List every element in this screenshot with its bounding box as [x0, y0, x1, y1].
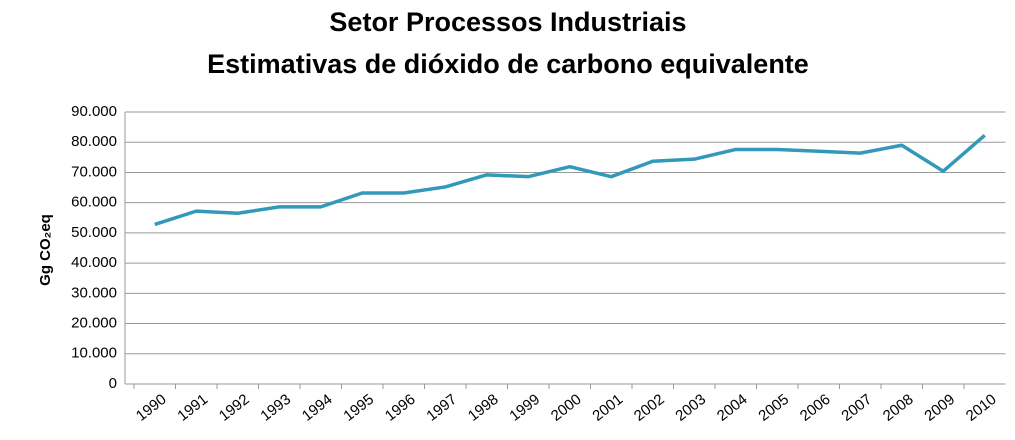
- x-tick-label: 1994: [299, 391, 336, 425]
- x-tick-label: 2001: [589, 391, 626, 425]
- x-tick-label: 1993: [257, 391, 294, 425]
- x-tick-label: 1992: [216, 391, 253, 425]
- x-tick-label: 1999: [506, 391, 543, 425]
- x-tick-label: 2005: [755, 391, 792, 425]
- y-tick-label: 50.000: [71, 224, 117, 241]
- x-tick-label: 2004: [714, 391, 751, 425]
- x-tick-label: 1998: [465, 391, 502, 425]
- chart-subtitle: Estimativas de dióxido de carbono equiva…: [207, 49, 809, 79]
- y-tick-label: 80.000: [71, 133, 117, 150]
- x-tick-label: 2000: [548, 391, 585, 425]
- y-tick-label: 70.000: [71, 163, 117, 180]
- y-tick-label: 40.000: [71, 254, 117, 271]
- x-tick-label: 2006: [797, 391, 834, 425]
- x-tick-label: 2008: [880, 391, 917, 425]
- x-tick-label: 1996: [382, 391, 419, 425]
- y-tick-label: 10.000: [71, 345, 117, 362]
- x-tick-label: 2010: [963, 391, 1000, 425]
- y-axis-label: Gg CO₂eq: [37, 214, 54, 286]
- x-tick-label: 2009: [921, 391, 958, 425]
- x-tick-label: 1990: [133, 391, 170, 425]
- y-tick-label: 30.000: [71, 284, 117, 301]
- y-tick-label: 60.000: [71, 194, 117, 211]
- x-tick-label: 2002: [631, 391, 668, 425]
- y-tick-label: 0: [109, 375, 117, 392]
- y-tick-label: 90.000: [71, 103, 117, 120]
- line: [154, 133, 986, 227]
- x-tick-label: 2003: [672, 391, 709, 425]
- x-tick-label: 1995: [340, 391, 377, 425]
- x-tick-label: 1997: [423, 391, 460, 425]
- chart-title: Setor Processos Industriais: [329, 7, 686, 37]
- x-tick-label: 2007: [838, 391, 875, 425]
- x-tick-label: 1991: [174, 391, 211, 425]
- y-tick-label: 20.000: [71, 315, 117, 332]
